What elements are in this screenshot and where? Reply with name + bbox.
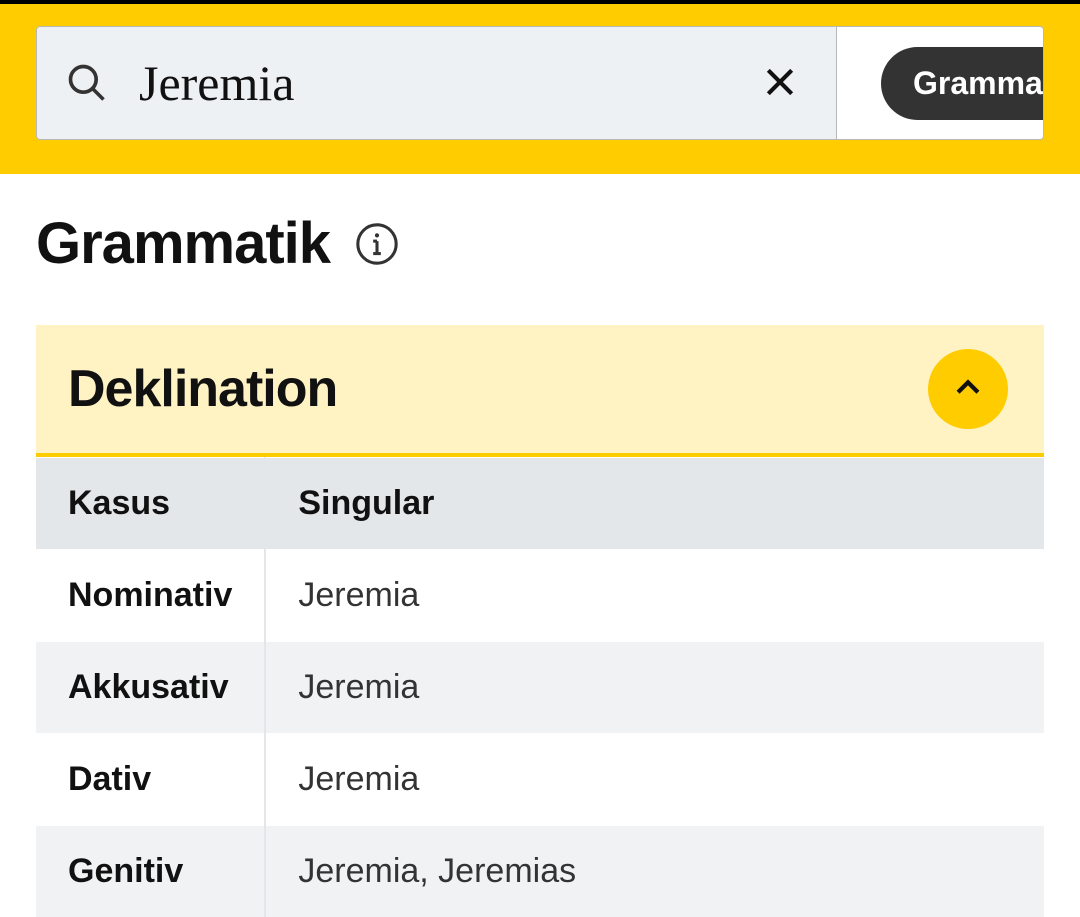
clear-search-button[interactable]	[752, 54, 808, 113]
table-row: Akkusativ Jeremia	[36, 642, 1044, 734]
panel-header[interactable]: Deklination	[36, 325, 1044, 457]
case-label: Nominativ	[36, 550, 265, 642]
search-input[interactable]	[139, 54, 752, 112]
case-value: Jeremia	[265, 550, 1044, 642]
page-title: Grammatik	[36, 210, 330, 277]
info-icon[interactable]	[354, 221, 400, 267]
page-title-row: Grammatik	[36, 210, 1044, 277]
panel-title: Deklination	[68, 359, 337, 419]
case-label: Genitiv	[36, 826, 265, 917]
filter-dropdown[interactable]: Grammatik	[836, 27, 1044, 139]
col-header-singular: Singular	[265, 458, 1044, 550]
col-header-kasus: Kasus	[36, 458, 265, 550]
table-row: Genitiv Jeremia, Jeremias	[36, 826, 1044, 917]
table-header-row: Kasus Singular	[36, 458, 1044, 550]
declination-table: Kasus Singular Nominativ Jeremia Akkusat…	[36, 457, 1044, 917]
case-value: Jeremia	[265, 734, 1044, 826]
case-label: Dativ	[36, 734, 265, 826]
case-value: Jeremia	[265, 642, 1044, 734]
table-row: Dativ Jeremia	[36, 734, 1044, 826]
search-icon	[65, 61, 109, 105]
table-row: Nominativ Jeremia	[36, 550, 1044, 642]
case-value: Jeremia, Jeremias	[265, 826, 1044, 917]
chevron-up-icon	[951, 371, 985, 408]
search-box	[37, 27, 836, 139]
declination-panel: Deklination Kasus Singular Nominativ	[36, 325, 1044, 917]
search-banner: Grammatik	[0, 4, 1080, 174]
search-row: Grammatik	[36, 26, 1044, 140]
close-icon	[760, 62, 800, 105]
collapse-button[interactable]	[928, 349, 1008, 429]
content-area: Grammatik Deklination	[0, 174, 1080, 917]
case-label: Akkusativ	[36, 642, 265, 734]
filter-selected-pill: Grammatik	[881, 47, 1044, 120]
